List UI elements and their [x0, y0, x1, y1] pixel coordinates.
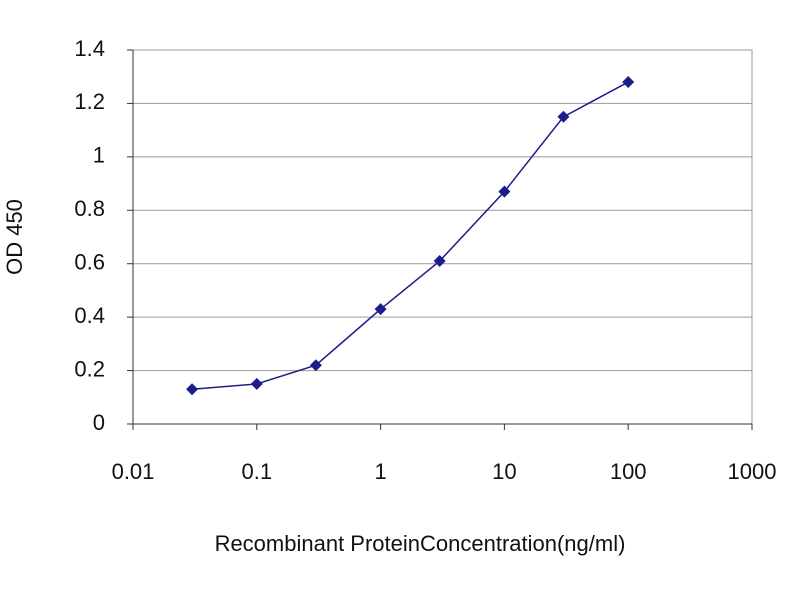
x-tick-label: 10	[492, 459, 516, 484]
x-tick-label: 100	[610, 459, 647, 484]
data-point	[250, 377, 263, 390]
data-point	[186, 383, 199, 396]
y-tick-label: 0.4	[74, 303, 105, 328]
plot-area	[132, 49, 753, 425]
y-axis-title: OD 450	[2, 199, 27, 275]
x-axis-title: Recombinant ProteinConcentration(ng/ml)	[215, 531, 626, 556]
data-point	[622, 76, 635, 89]
y-tick-label: 0	[93, 410, 105, 435]
x-tick-label: 0.1	[242, 459, 273, 484]
y-tick-label: 0.6	[74, 250, 105, 275]
y-tick-label: 0.8	[74, 196, 105, 221]
data-point	[498, 185, 511, 198]
data-point	[433, 255, 446, 268]
data-point	[374, 303, 387, 316]
y-tick-label: 1.4	[74, 36, 105, 61]
y-tick-label: 1	[93, 143, 105, 168]
data-line	[192, 81, 629, 391]
x-tick-label: 0.01	[112, 459, 155, 484]
data-point	[557, 110, 570, 123]
x-tick-label: 1000	[728, 459, 777, 484]
y-tick-label: 1.2	[74, 89, 105, 114]
x-tick-label: 1	[374, 459, 386, 484]
y-tick-label: 0.2	[74, 356, 105, 381]
data-point	[309, 359, 322, 372]
